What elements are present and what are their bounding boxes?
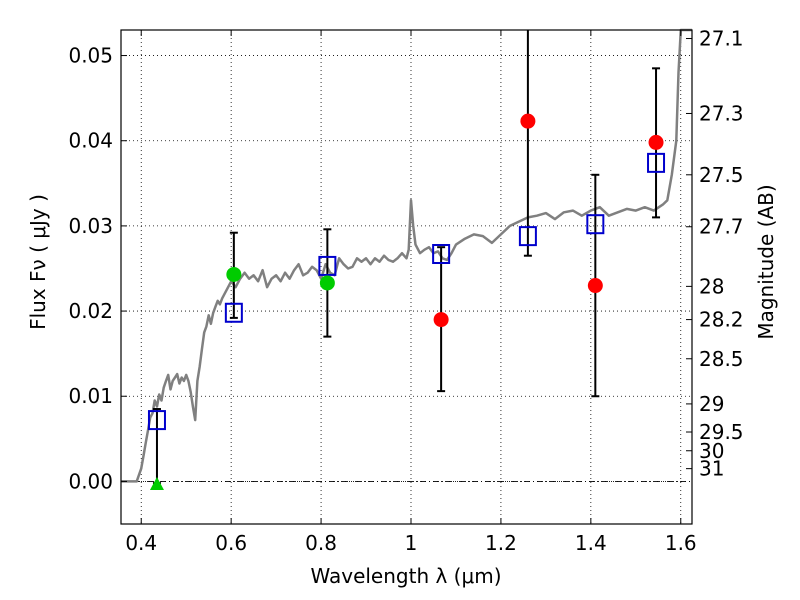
right-axis-label: Magnitude (AB) xyxy=(754,184,778,339)
model-photometry-point xyxy=(518,226,537,247)
model-photometry-point xyxy=(147,410,166,431)
y2-tick-label: 30 xyxy=(699,439,724,463)
y-tick-label: 0.05 xyxy=(68,44,113,68)
hst-detection-point xyxy=(319,275,335,291)
x-tick-label: 1.2 xyxy=(485,531,517,555)
hst-detection-point xyxy=(226,266,242,282)
model-photometry-point xyxy=(432,244,451,265)
x-tick-label: 0.4 xyxy=(125,531,157,555)
y2-tick-label: 29.5 xyxy=(699,420,744,444)
y-tick-label: 0.03 xyxy=(68,214,113,238)
y-tick-label: 0.01 xyxy=(68,384,113,408)
x-tick-label: 1 xyxy=(405,531,418,555)
x-tick-label: 0.6 xyxy=(215,531,247,555)
y-tick-label: 0.00 xyxy=(68,469,113,493)
y-tick-label: 0.02 xyxy=(68,299,113,323)
model-sed-line xyxy=(121,28,692,483)
model-photometry-point xyxy=(647,152,666,173)
plot-frame xyxy=(120,29,693,525)
y2-tick-label: 27.1 xyxy=(699,27,744,51)
markers xyxy=(147,113,666,490)
grid xyxy=(121,30,692,524)
axis-ticks: 0.4 0.6 0.8 1 1.2 1.4 1.6 0.00 0.01 0.02 0.03 0.04 0… xyxy=(68,27,743,555)
y2-tick-label: 31 xyxy=(699,457,724,481)
nir-detection-point xyxy=(648,134,664,150)
x-tick-label: 1.4 xyxy=(575,531,607,555)
y2-tick-label: 28.5 xyxy=(699,347,744,371)
y-tick-label: 0.04 xyxy=(68,129,113,153)
nir-detection-point xyxy=(520,113,536,129)
model-photometry-point xyxy=(224,302,243,323)
x-axis-label: Wavelength λ (μm) xyxy=(310,564,501,588)
y2-tick-label: 28.2 xyxy=(699,308,744,332)
model-sed xyxy=(121,28,692,483)
x-tick-label: 1.6 xyxy=(665,531,697,555)
y2-tick-label: 29 xyxy=(699,392,724,416)
y2-tick-label: 27.5 xyxy=(699,163,744,187)
model-photometry-point xyxy=(586,214,605,235)
y2-tick-label: 27.7 xyxy=(699,215,744,239)
upper-limit-marker xyxy=(149,476,164,490)
y2-tick-label: 28 xyxy=(699,274,724,298)
y2-tick-label: 27.3 xyxy=(699,101,744,125)
model-photometry-point xyxy=(318,255,337,276)
nir-detection-point xyxy=(587,278,603,294)
y-axis-label: Flux Fν ( μJy ) xyxy=(26,194,50,330)
x-tick-label: 0.8 xyxy=(305,531,337,555)
nir-detection-point xyxy=(433,312,449,328)
